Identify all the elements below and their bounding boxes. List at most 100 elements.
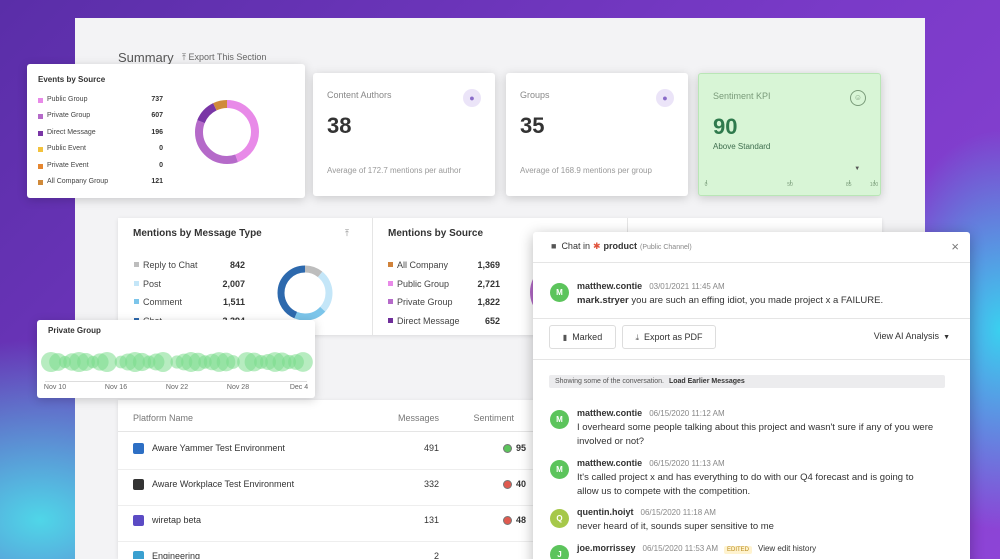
header-rule [118, 431, 882, 432]
load-earlier[interactable]: Load Earlier Messages [668, 378, 745, 385]
edit-history-link[interactable]: View edit history [758, 544, 817, 553]
action-button[interactable]: ▮ Marked [549, 325, 616, 349]
kpi-tick-label: 0 [704, 182, 708, 188]
card-title: Sentiment KPI [713, 91, 771, 101]
button-label[interactable]: Marked [572, 332, 603, 342]
row-rule [118, 541, 882, 542]
bubble-strip [41, 352, 313, 372]
row-rule [118, 469, 882, 470]
legend-value: 121 [151, 178, 163, 185]
kpi-tick [706, 180, 707, 184]
activity-bubble [153, 352, 173, 372]
legend-swatch [388, 317, 393, 323]
donut-segment [277, 265, 333, 321]
summary-card: Content Authors ● 38 Average of 172.7 menti… [313, 73, 495, 196]
user-name: quentin.hoiyt [577, 507, 634, 517]
card-value: 35 [520, 113, 545, 138]
legend-swatch [134, 262, 139, 267]
donut-segment [277, 265, 333, 321]
legend-name: Post [143, 278, 162, 289]
sentiment: 48 [516, 515, 527, 525]
user-name: joe.morrissey [577, 543, 636, 553]
edited-tag: EDITED [724, 546, 753, 554]
kpi-tick [874, 180, 875, 184]
legend-value: 652 [484, 315, 500, 326]
table-header: Messages [397, 413, 439, 423]
legend-value: 842 [229, 260, 245, 270]
card-icon: ☺ [850, 90, 866, 106]
card-title: Groups [520, 90, 550, 100]
legend-name: Direct Message [397, 315, 460, 326]
message-meta: joe.morrissey 06/15/2020 11:53 AM EDITED Vi… [577, 543, 817, 554]
message-body: I overheard some people talking about th… [577, 422, 934, 447]
legend-name: All Company Group [47, 178, 109, 185]
platform-icon [133, 515, 144, 526]
donut [277, 265, 333, 321]
sentiment-dot [503, 480, 512, 489]
table-header: Sentiment [473, 413, 514, 423]
events-card: Events by Source Public Group 737 Private G… [27, 64, 305, 198]
legend-swatch [388, 280, 393, 286]
close-button[interactable]: × [951, 239, 959, 254]
platform-name: Aware Workplace Test Environment [152, 479, 295, 489]
messages: 131 [423, 515, 439, 525]
date-label: Nov 10 [43, 384, 67, 391]
timestamp: 06/15/2020 11:18 AM [640, 508, 716, 517]
timestamp: 06/15/2020 11:13 AM [649, 459, 725, 468]
platform-icon [133, 551, 144, 559]
legend-value: 0 [159, 145, 163, 153]
panel-export[interactable]: ⤒ [345, 228, 349, 238]
avatar: Q [550, 509, 569, 528]
avatar: J [550, 545, 569, 559]
button-icon: ▮ [562, 333, 568, 342]
legend-swatch [38, 180, 43, 185]
export-section[interactable]: ⤒ Export This Section [182, 52, 267, 62]
kpi-tick-label: 100 [869, 182, 879, 188]
donut-segment [195, 100, 259, 164]
message-text: I overheard some people talking about th… [577, 421, 937, 449]
rule [533, 318, 970, 319]
message-body: you are such an effing idiot, you made p… [631, 295, 884, 306]
ai-analysis[interactable]: View AI Analysis ▼ [874, 331, 950, 341]
card-title: Content Authors [327, 90, 392, 100]
legend-value: 2,007 [222, 278, 245, 289]
date-label: Nov 16 [104, 384, 128, 391]
row-rule [118, 505, 882, 506]
legend-value: 1,511 [222, 297, 245, 307]
card-title: Private Group [48, 326, 101, 335]
action-button[interactable]: ⤓ Export as PDF [622, 325, 716, 349]
card-icon: ● [463, 89, 481, 107]
message-text: mark.stryer you are such an effing idiot… [577, 294, 937, 308]
message-meta: matthew.contie 06/15/2020 11:12 AM [577, 408, 725, 418]
legend-value: 2,721 [477, 278, 500, 289]
message-body: never heard of it, sounds super sensitiv… [577, 521, 774, 532]
user-name: matthew.contie [577, 281, 643, 291]
legend-value: 737 [151, 96, 163, 103]
kpi-marker: ▼ [854, 166, 861, 172]
messages: 2 [433, 551, 439, 559]
card-icon: ● [656, 89, 674, 107]
legend-name: All Company [397, 260, 449, 270]
user-name: matthew.contie [577, 408, 643, 418]
avatar: M [550, 410, 569, 429]
ai-analysis-label[interactable]: View AI Analysis [873, 331, 940, 341]
kpi-tick-label: 50 [787, 182, 793, 188]
legend-value: 1,369 [477, 260, 500, 270]
legend-swatch [134, 299, 139, 304]
legend-swatch [38, 114, 43, 120]
private-group-card: Private Group Nov 10 Nov 16 Nov 22 Nov 28 Dec… [37, 320, 315, 398]
export-label[interactable]: Export This Section [188, 52, 267, 62]
timestamp: 06/15/2020 11:12 AM [649, 409, 725, 418]
legend-value: 196 [151, 128, 163, 136]
table-header: Platform Name [133, 413, 194, 423]
rule [533, 262, 970, 263]
card-note: Above Standard [713, 142, 771, 151]
button-label[interactable]: Export as PDF [644, 332, 703, 342]
activity-bubble [293, 352, 313, 372]
card-value: 38 [327, 113, 352, 138]
message-meta: matthew.contie 06/15/2020 11:13 AM [577, 458, 725, 468]
legend-value: 0 [159, 161, 163, 169]
divider [372, 218, 373, 335]
sentiment-dot [503, 444, 512, 453]
